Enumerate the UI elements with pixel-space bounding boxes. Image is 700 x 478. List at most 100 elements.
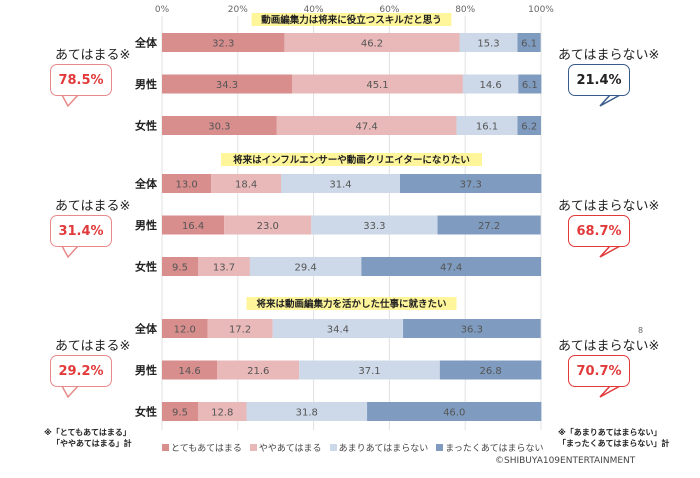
bar-segment	[207, 319, 273, 338]
stray-mark: 8	[638, 326, 644, 335]
data-label: 47.4	[356, 122, 378, 133]
data-label: 15.3	[477, 39, 499, 50]
data-label: 23.0	[257, 221, 279, 232]
bar-segment	[284, 33, 460, 52]
data-label: 17.2	[229, 325, 251, 336]
category-label: 女性	[135, 260, 157, 274]
data-label: 46.0	[443, 408, 465, 419]
left-callout-label: あてはまる※	[55, 199, 131, 214]
category-label: 男性	[135, 218, 157, 232]
data-label: 21.6	[247, 366, 269, 377]
bar-segment	[517, 116, 541, 135]
legend-item: あまりあてはまらない	[329, 441, 428, 454]
callout-tail	[599, 245, 621, 258]
data-label: 6.1	[521, 39, 537, 50]
data-label: 9.5	[172, 263, 188, 274]
bar-segment	[211, 174, 282, 193]
right-callout-value: 70.7%	[568, 355, 630, 387]
x-tick-label: 40%	[304, 5, 324, 15]
data-label: 33.3	[363, 221, 385, 232]
copyright: ©SHIBUYA109ENTERTAINMENT	[495, 456, 636, 466]
left-callout-label: あてはまる※	[55, 48, 131, 63]
callout-tail	[599, 94, 621, 107]
bar-segment	[198, 402, 247, 421]
data-label: 37.1	[358, 366, 380, 377]
bar-segment	[162, 215, 225, 235]
bar-segment	[162, 74, 292, 94]
data-label: 13.0	[176, 180, 198, 191]
data-label: 46.2	[361, 39, 383, 50]
data-label: 34.3	[216, 80, 238, 91]
chart-title-highlight	[246, 297, 457, 310]
bar-segment	[162, 116, 277, 135]
x-tick-label: 60%	[379, 5, 399, 15]
chart-title-highlight	[221, 153, 482, 166]
data-label: 16.1	[476, 122, 498, 133]
legend-item: ややあてはまる	[249, 441, 322, 454]
left-callout-value: 31.4%	[50, 215, 112, 247]
data-label: 27.2	[478, 221, 500, 232]
bar-segment	[299, 360, 440, 380]
data-label: 34.4	[327, 325, 349, 336]
legend: とてもあてはまる ややあてはまる あまりあてはまらない まったくあてはまらない	[162, 441, 543, 454]
data-label: 30.3	[208, 122, 230, 133]
bar-segment	[162, 33, 285, 52]
category-label: 男性	[135, 363, 157, 377]
chart-title-highlight	[251, 13, 452, 26]
data-label: 36.3	[461, 325, 483, 336]
left-callout-value: 78.5%	[50, 64, 112, 96]
category-label: 女性	[135, 119, 157, 133]
left-footnote: ※「とてもあてはまる」 「ややあてはまる」計	[44, 428, 132, 448]
bar-segment	[162, 319, 208, 338]
bar-segment	[367, 402, 542, 421]
bar-segment	[162, 402, 199, 421]
data-label: 31.4	[329, 180, 351, 191]
bar-segment	[224, 215, 312, 235]
category-label: 全体	[134, 322, 158, 336]
legend-item: まったくあてはまらない	[436, 441, 543, 454]
data-label: 29.4	[295, 263, 317, 274]
data-label: 12.8	[211, 408, 233, 419]
bar-segment	[246, 402, 368, 421]
x-tick-label: 20%	[228, 5, 248, 15]
x-tick-label: 100%	[528, 5, 554, 15]
bar-segment	[276, 116, 457, 135]
data-label: 26.8	[479, 366, 501, 377]
bar-segment	[162, 360, 218, 380]
data-label: 9.5	[172, 408, 188, 419]
right-callout-value: 21.4%	[568, 64, 630, 96]
bar-segment	[162, 257, 199, 276]
data-label: 31.8	[296, 408, 318, 419]
data-label: 6.2	[521, 122, 537, 133]
right-footnote: ※「あまりあてはまらない」 「まったくあてはまらない」計	[558, 428, 670, 448]
left-callout-label: あてはまる※	[55, 339, 131, 354]
bar-segment	[439, 360, 542, 380]
right-callout-label: あてはまらない※	[558, 339, 660, 354]
bar-segment	[517, 33, 541, 52]
data-label: 16.4	[182, 221, 204, 232]
right-callout-label: あてはまらない※	[558, 48, 660, 63]
left-callout-value: 29.2%	[50, 355, 112, 387]
callout-tail	[61, 245, 79, 259]
callout-tail	[61, 385, 79, 399]
data-label: 6.1	[522, 80, 538, 91]
data-label: 18.4	[235, 180, 257, 191]
data-label: 32.3	[212, 39, 234, 50]
category-label: 全体	[134, 36, 158, 50]
bar-segment	[217, 360, 300, 380]
data-label: 12.0	[174, 325, 196, 336]
data-label: 47.4	[440, 263, 462, 274]
category-label: 全体	[134, 177, 158, 191]
chart-title: 将来はインフルエンサーや動画クリエイターになりたい	[233, 154, 470, 166]
bar-segment	[272, 319, 404, 338]
bar-segment	[281, 174, 401, 193]
bar-segment	[400, 174, 542, 193]
bar-segment	[291, 74, 463, 94]
category-label: 男性	[135, 77, 157, 91]
data-label: 45.1	[366, 80, 388, 91]
category-label: 女性	[135, 405, 157, 419]
legend-item: とてもあてはまる	[162, 441, 242, 454]
right-callout-label: あてはまらない※	[558, 199, 660, 214]
bar-segment	[459, 33, 518, 52]
